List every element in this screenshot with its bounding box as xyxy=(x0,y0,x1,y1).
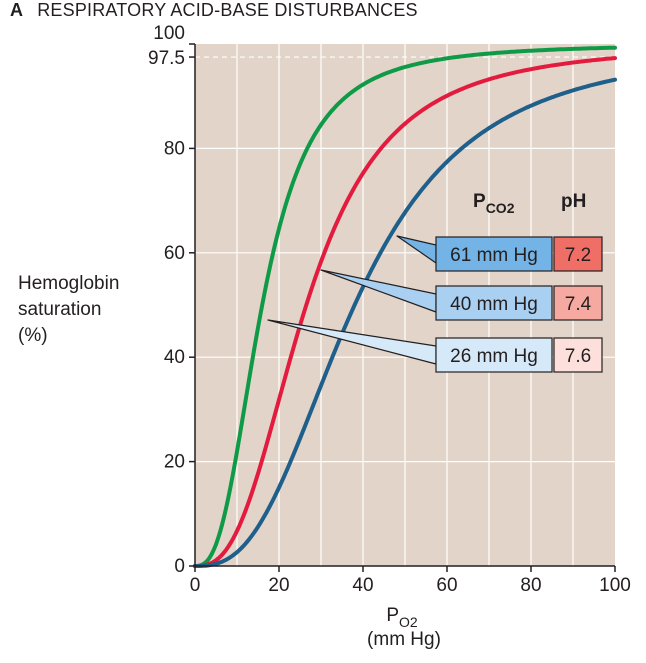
x-tick-label: 40 xyxy=(352,575,373,596)
x-tick-label: 20 xyxy=(268,575,289,596)
x-tick-labels: 0 20 40 60 80 100 xyxy=(190,566,631,596)
legend-ph-box xyxy=(553,285,603,321)
y-tick-label: 97.5 xyxy=(148,48,185,69)
grid-lines xyxy=(195,44,615,566)
legend-pco2-value: 40 mm Hg xyxy=(450,294,538,315)
x-axis-label: PO2(mm Hg) xyxy=(367,605,441,650)
y-tick-label: 40 xyxy=(164,347,185,368)
y-axis-label-line-3: (%) xyxy=(18,325,48,346)
x-axis-label-main: PO2 xyxy=(386,605,418,630)
y-tick-label: 100 xyxy=(153,23,185,44)
y-tick-label: 60 xyxy=(164,243,185,264)
legend-pco2-box xyxy=(435,337,553,373)
legend-pco2-value: 26 mm Hg xyxy=(450,346,538,367)
y-tick-labels: 0 20 40 60 80 97.5 100 xyxy=(148,23,195,577)
y-tick-label: 80 xyxy=(164,138,185,159)
x-axis-label-unit: (mm Hg) xyxy=(367,629,441,650)
chart-title: A RESPIRATORY ACID-BASE DISTURBANCES xyxy=(10,0,418,21)
curve-series-3 xyxy=(193,77,617,568)
y-tick-label: 0 xyxy=(174,556,185,577)
curves xyxy=(193,45,617,568)
x-tick-label: 80 xyxy=(520,575,541,596)
legend-ph-value: 7.4 xyxy=(565,294,592,315)
panel-letter: A xyxy=(10,0,24,20)
axes xyxy=(194,44,615,567)
legend-pco2-value: 61 mm Hg xyxy=(450,245,538,266)
y-tick-label: 20 xyxy=(164,452,185,473)
x-tick-label: 100 xyxy=(599,575,631,596)
legend-header-pco2-sub: CO2 xyxy=(486,200,515,216)
x-tick-label: 60 xyxy=(436,575,457,596)
y-axis-label-line-1: Hemoglobin xyxy=(18,273,120,294)
y-axis-label: Hemoglobin saturation (%) xyxy=(18,271,119,349)
legend-ph-value: 7.2 xyxy=(565,245,591,266)
x-axis-label-sub: O2 xyxy=(399,614,418,630)
legend-ph-value: 7.6 xyxy=(565,346,591,367)
y-axis-label-line-2: saturation xyxy=(18,299,102,320)
legend-pco2-box xyxy=(435,236,553,272)
legend-pco2-box xyxy=(435,285,553,321)
chart-title-text: RESPIRATORY ACID-BASE DISTURBANCES xyxy=(37,0,418,20)
curve-series-2 xyxy=(193,56,617,568)
legend-ph-box xyxy=(553,236,603,272)
x-tick-label: 0 xyxy=(190,575,201,596)
legend-header-ph: pH xyxy=(561,191,586,212)
curve-series-1 xyxy=(193,45,617,568)
legend-ph-box xyxy=(553,337,603,373)
